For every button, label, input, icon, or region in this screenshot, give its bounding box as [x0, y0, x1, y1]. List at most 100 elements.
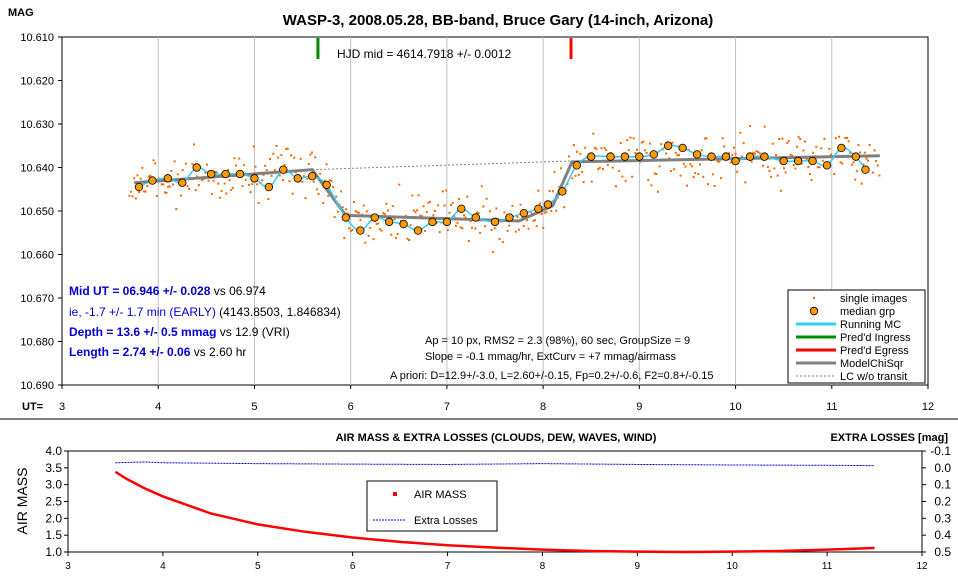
single-image-point [568, 155, 571, 158]
y-tick-label: 10.660 [20, 250, 54, 262]
single-image-point [723, 145, 726, 148]
single-image-point [272, 152, 275, 155]
single-image-point [375, 222, 378, 225]
median-grp-point [413, 226, 423, 235]
single-image-point [340, 190, 343, 193]
single-image-point [868, 143, 871, 146]
single-image-point [595, 147, 598, 150]
single-image-point [656, 190, 659, 193]
bottom-x-tick-label: 3 [65, 561, 71, 572]
single-image-point [720, 177, 723, 180]
chart-title: WASP-3, 2008.05.28, BB-band, Bruce Gary … [283, 12, 713, 29]
single-image-point [409, 224, 412, 227]
single-image-point [542, 227, 545, 230]
single-image-point [196, 175, 199, 178]
single-image-point [741, 155, 744, 158]
single-image-point [448, 211, 451, 214]
single-image-point [516, 216, 519, 219]
single-image-point [323, 179, 326, 182]
single-image-point [377, 222, 380, 225]
single-image-point [728, 152, 731, 155]
single-image-point [241, 185, 244, 188]
single-image-point [640, 141, 643, 144]
single-image-point [482, 205, 485, 208]
single-image-point [707, 183, 710, 186]
median-grp-point [148, 176, 157, 185]
single-image-point [648, 142, 651, 145]
single-image-point [771, 142, 774, 145]
x-tick-label: 9 [636, 401, 642, 413]
median-grp-point [490, 217, 500, 227]
median-grp-point [221, 169, 230, 179]
bottom-x-tick-label: 10 [727, 561, 739, 572]
single-image-point [144, 190, 147, 193]
single-image-point [422, 205, 425, 208]
single-image-point [285, 147, 288, 150]
bottom-legend-box [366, 480, 498, 532]
single-image-point [492, 250, 495, 253]
bottom-y-tick-label: 2.0 [45, 511, 62, 525]
single-image-point [673, 168, 676, 171]
median-grp-point [721, 152, 731, 161]
median-grp-point [678, 143, 687, 153]
single-image-point [369, 226, 372, 229]
single-image-point [256, 183, 259, 186]
single-image-point [757, 151, 760, 154]
single-image-point [572, 144, 575, 147]
single-image-point [794, 167, 797, 170]
single-image-point [290, 154, 293, 157]
single-image-point [353, 200, 356, 203]
single-image-point [136, 174, 139, 177]
single-image-point [548, 190, 551, 193]
single-image-point [408, 239, 411, 242]
median-grp-point [519, 208, 529, 218]
single-image-point [634, 152, 637, 155]
single-image-point [207, 179, 210, 182]
single-image-point [711, 173, 714, 176]
result-normal: vs 12.9 (VRI) [216, 325, 289, 339]
single-image-point [732, 146, 735, 149]
single-image-point [816, 166, 819, 169]
single-image-point [349, 230, 352, 233]
single-image-point [474, 227, 477, 230]
median-grp-point [745, 152, 755, 161]
single-image-point [450, 204, 453, 207]
single-image-point [828, 147, 831, 150]
median-grp-point [442, 217, 452, 227]
single-image-point [147, 175, 150, 178]
single-image-point [820, 147, 823, 150]
single-image-point [800, 162, 803, 165]
single-image-point [344, 208, 347, 211]
median-grp-point [505, 213, 514, 222]
single-image-point [854, 178, 857, 181]
single-image-point [818, 166, 821, 169]
model-chisqr-line [134, 154, 880, 223]
single-image-point [417, 194, 420, 197]
single-image-point [306, 177, 309, 180]
single-image-point [317, 192, 320, 195]
single-image-point [526, 219, 529, 222]
single-image-point [734, 152, 737, 155]
single-image-point [694, 171, 697, 174]
single-image-point [247, 183, 250, 186]
median-grp-point [399, 219, 408, 229]
single-image-point [871, 171, 874, 174]
single-image-point [739, 131, 742, 134]
single-image-point [787, 139, 790, 142]
y-tick-label: 10.650 [20, 206, 54, 218]
single-image-point [647, 179, 650, 182]
single-image-point [551, 190, 554, 193]
single-image-point [669, 169, 672, 172]
single-image-point [676, 154, 679, 157]
single-image-point [692, 176, 695, 179]
single-image-point [387, 209, 390, 212]
single-image-point [821, 159, 824, 162]
median-grp-point [206, 169, 216, 179]
single-image-point [538, 202, 541, 205]
single-image-point [175, 208, 178, 211]
single-image-point [576, 150, 579, 153]
median-grp-point [861, 165, 870, 174]
single-image-point [619, 142, 622, 145]
single-image-point [605, 149, 608, 152]
